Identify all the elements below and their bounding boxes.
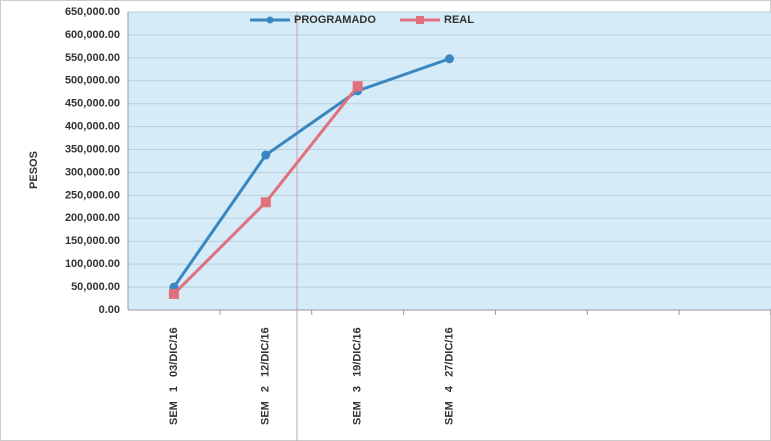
x-tick-label: SEM 2 12/DIC/16 (260, 327, 272, 425)
legend-label: PROGRAMADO (294, 14, 376, 26)
y-tick-label: 600,000.00 (65, 29, 120, 41)
y-tick-label: 250,000.00 (65, 189, 120, 201)
y-tick-label: 450,000.00 (65, 98, 120, 110)
y-tick-label: 500,000.00 (65, 75, 120, 87)
marker (445, 54, 454, 64)
y-axis-title: PESOS (28, 151, 40, 189)
y-tick-label: 300,000.00 (65, 166, 120, 178)
series-line (172, 57, 450, 288)
y-tick-label: 150,000.00 (65, 235, 120, 247)
y-tick-label: 400,000.00 (65, 121, 120, 133)
legend-label: REAL (444, 14, 474, 26)
y-tick-label: 550,000.00 (65, 52, 120, 64)
legend-marker (266, 16, 274, 24)
x-tick-label: SEM 1 03/DIC/16 (168, 327, 180, 425)
marker (261, 150, 271, 160)
marker (260, 197, 271, 208)
y-tick-label: 100,000.00 (65, 258, 120, 270)
y-tick-label: 650,000.00 (65, 6, 120, 18)
legend-marker (416, 16, 424, 24)
y-tick-label: 0.00 (99, 304, 120, 316)
y-tick-label: 350,000.00 (65, 143, 120, 155)
x-tick-label: SEM 3 19/DIC/16 (352, 327, 364, 425)
marker (352, 81, 363, 92)
x-tick-label: SEM 4 27/DIC/16 (443, 327, 455, 425)
y-tick-label: 200,000.00 (65, 212, 120, 224)
marker (168, 288, 179, 299)
y-tick-label: 50,000.00 (71, 281, 120, 293)
